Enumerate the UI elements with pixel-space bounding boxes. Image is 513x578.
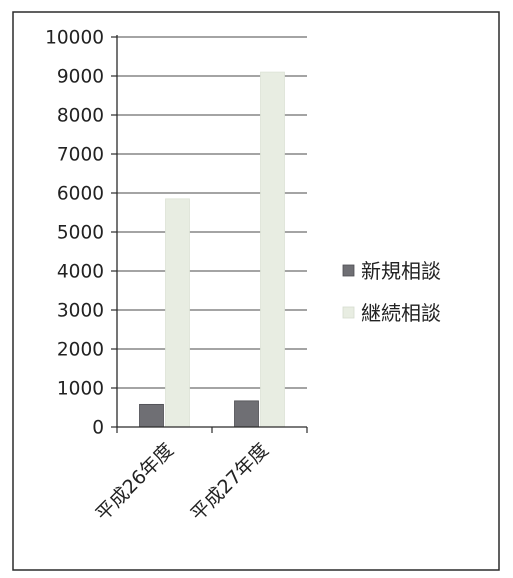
chart-frame xyxy=(12,11,500,571)
bar-continuing-2 xyxy=(260,71,285,428)
y-tick-label: 5000 xyxy=(57,223,104,244)
y-tick-label: 0 xyxy=(92,418,104,439)
y-tick-label: 7000 xyxy=(57,145,104,166)
gridlines xyxy=(117,36,307,389)
y-axis-tick-labels: 0 1000 2000 3000 4000 5000 6000 7000 8000 9000 100… xyxy=(45,28,104,439)
bars xyxy=(139,71,285,428)
legend-label: 新規相談 xyxy=(361,259,441,283)
bar-new-2 xyxy=(234,400,259,428)
y-tick-label: 2000 xyxy=(57,340,104,361)
y-tick-label: 4000 xyxy=(57,262,104,283)
legend-swatch xyxy=(342,306,355,319)
legend-label: 継続相談 xyxy=(361,301,441,325)
bar-new-1 xyxy=(139,403,164,428)
y-tick-label: 10000 xyxy=(45,28,104,49)
y-tick-label: 1000 xyxy=(57,379,104,400)
axes xyxy=(111,35,308,433)
y-tick-label: 6000 xyxy=(57,184,104,205)
y-tick-label: 8000 xyxy=(57,106,104,127)
y-tick-label: 9000 xyxy=(57,67,104,88)
bar-continuing-1 xyxy=(165,198,190,428)
legend-swatch xyxy=(342,264,355,277)
y-tick-label: 3000 xyxy=(57,301,104,322)
